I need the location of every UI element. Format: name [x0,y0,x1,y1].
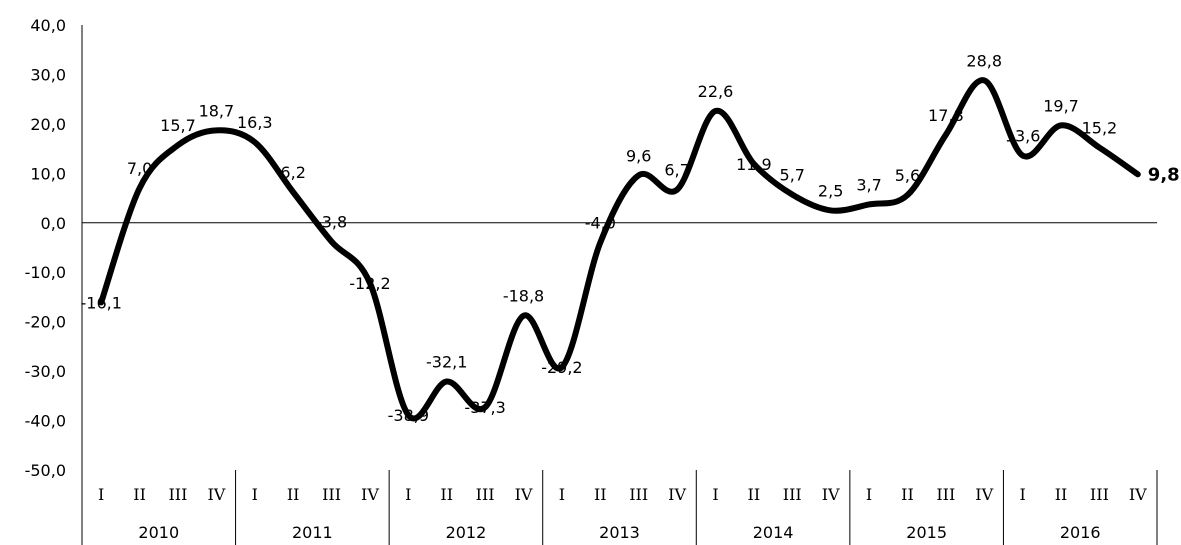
quarter-label: II [287,485,300,504]
quarter-label: IV [207,485,225,504]
quarter-label: I [252,485,258,504]
quarter-label: IV [668,485,686,504]
quarter-label: III [783,485,802,504]
quarter-label: III [322,485,341,504]
data-label: 13,6 [1005,127,1041,146]
quarter-label: III [629,485,648,504]
data-label: 22,6 [698,82,734,101]
y-tick-label: -50,0 [25,461,66,480]
y-tick-label: -20,0 [25,313,66,332]
y-tick-label: 20,0 [30,115,66,134]
quarter-label: IV [975,485,993,504]
year-label: 2011 [292,523,333,542]
year-label: 2014 [753,523,794,542]
y-tick-label: 40,0 [30,16,66,35]
data-label: -38,9 [388,406,429,425]
quarter-label: II [748,485,761,504]
quarter-label: II [594,485,607,504]
year-label: 2010 [138,523,179,542]
quarter-label: III [1090,485,1109,504]
quarter-label: II [1055,485,1068,504]
year-label: 2015 [906,523,947,542]
data-label: 9,8 [1148,164,1180,185]
quarter-label: III [476,485,495,504]
data-label: 5,7 [780,166,805,185]
quarter-label: IV [361,485,379,504]
data-label: 19,7 [1043,96,1079,115]
quarter-label: I [866,485,872,504]
data-label: -29,2 [541,358,582,377]
data-label: 16,3 [237,113,273,132]
data-label: -32,1 [426,352,467,371]
y-tick-label: -10,0 [25,263,66,282]
data-label: 18,7 [199,101,235,120]
data-label: -12,2 [349,274,390,293]
data-label: 7,0 [127,159,152,178]
quarter-label: I [712,485,718,504]
quarter-label: II [133,485,146,504]
quarter-label: I [1019,485,1025,504]
quarter-label: IV [822,485,840,504]
data-label: 28,8 [966,51,1002,70]
quarter-label: II [901,485,914,504]
data-label: 15,2 [1082,119,1118,138]
data-label: 6,7 [664,161,689,180]
quarter-label: IV [1129,485,1147,504]
y-tick-label: -30,0 [25,362,66,381]
data-label: 6,2 [280,163,305,182]
y-tick-label: 0,0 [41,214,66,233]
quarter-label: IV [515,485,533,504]
data-label: 5,6 [895,166,920,185]
quarter-label: I [405,485,411,504]
data-label: -3,8 [316,213,347,232]
data-label: 2,5 [818,181,843,200]
data-label: -16,1 [80,293,121,312]
data-label: 9,6 [626,146,651,165]
data-label: 11,9 [736,155,772,174]
quarter-label: I [98,485,104,504]
quarter-label: III [936,485,955,504]
quarter-label: III [168,485,187,504]
y-tick-label: 30,0 [30,65,66,84]
quarter-label: I [559,485,565,504]
year-label: 2013 [599,523,640,542]
data-label: 15,7 [160,116,196,135]
data-label: -18,8 [503,287,544,306]
quarter-label: II [440,485,453,504]
year-label: 2016 [1060,523,1101,542]
y-tick-label: 10,0 [30,164,66,183]
data-label: 3,7 [856,175,881,194]
year-label: 2012 [446,523,487,542]
series-line [98,77,1141,422]
data-label: -37,3 [464,398,505,417]
data-label: -4,0 [585,214,616,233]
data-label: 17,8 [928,106,964,125]
y-tick-label: -40,0 [25,412,66,431]
